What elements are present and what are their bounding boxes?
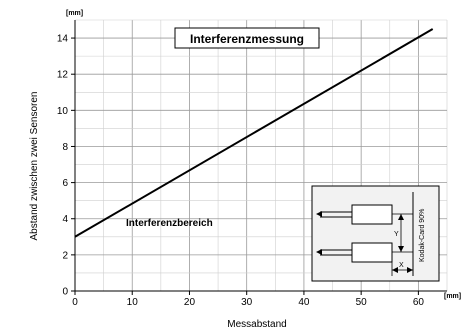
y-tick-label: 6 (62, 178, 68, 189)
chart-title-box: Interferenzmessung (174, 27, 320, 49)
y-axis-title: Abstand zwischen zwei Sensoren (29, 92, 40, 241)
x-ticks: 0 10 20 30 40 50 60 (72, 291, 424, 308)
y-unit-label: [mm] (66, 10, 83, 17)
y-tick-label: 8 (62, 142, 68, 153)
sensor-bottom (316, 242, 413, 263)
y-tick-label: 14 (57, 34, 69, 45)
y-ticks: 0 2 4 6 8 10 12 14 (57, 34, 75, 298)
x-axis-title: Messabstand (227, 319, 286, 330)
annotation-interferenzbereich: Interferenzbereich (126, 218, 213, 229)
y-tick-label: 2 (62, 250, 68, 261)
y-dimension: Y (394, 214, 404, 252)
inset-x-label: X (399, 262, 404, 269)
chart-title-frame (174, 27, 320, 49)
x-tick-label: 10 (127, 297, 139, 308)
inset-frame (311, 185, 440, 282)
x-tick-label: 20 (184, 297, 196, 308)
inset-y-label: Y (394, 231, 399, 238)
series-layer (74, 28, 434, 238)
inset-diagram: Y X Kodak-Card 90% (311, 185, 440, 282)
x-tick-label: 50 (356, 297, 368, 308)
y-tick-label: 10 (57, 106, 69, 117)
x-tick-label: 30 (241, 297, 253, 308)
y-tick-label: 0 (62, 287, 68, 298)
y-tick-label: 4 (62, 214, 68, 225)
y-tick-label: 12 (57, 70, 69, 81)
x-tick-label: 0 (72, 297, 78, 308)
x-dimension: X (391, 262, 413, 276)
sensor-top (316, 204, 413, 225)
x-tick-label: 60 (413, 297, 425, 308)
x-tick-label: 40 (298, 297, 310, 308)
x-unit-label: [mm] (444, 293, 461, 300)
inset-card-label: Kodak-Card 90% (419, 209, 426, 262)
series-line-0 (74, 28, 434, 238)
chart-title: Interferenzmessung (190, 32, 304, 46)
